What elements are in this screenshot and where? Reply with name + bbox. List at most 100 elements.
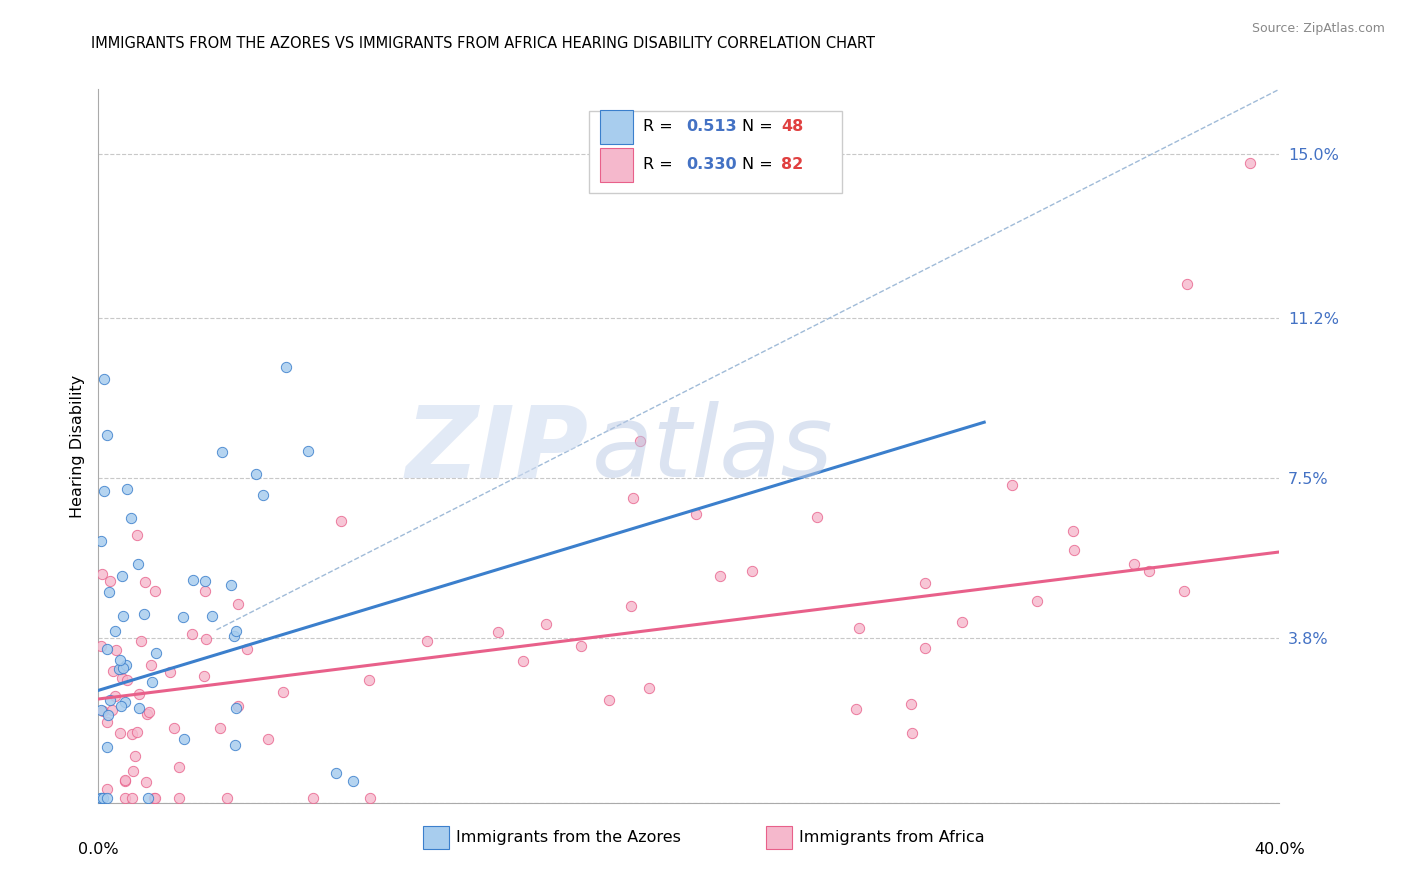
Point	[301, 791, 323, 805]
Point	[900, 698, 922, 712]
Point	[914, 641, 936, 656]
Text: R =: R =	[643, 157, 678, 172]
Text: 40.0%: 40.0%	[1254, 842, 1305, 856]
Point	[900, 726, 922, 740]
Point	[90, 639, 112, 653]
Point	[145, 584, 167, 599]
Point	[145, 791, 167, 805]
Point	[112, 661, 135, 675]
Text: N =: N =	[742, 120, 778, 135]
Text: 0.513: 0.513	[686, 120, 737, 135]
Point	[194, 574, 217, 588]
Point	[96, 791, 118, 805]
Text: Immigrants from the Azores: Immigrants from the Azores	[457, 830, 681, 846]
Point	[325, 765, 347, 780]
Point	[276, 359, 298, 374]
Point	[235, 641, 257, 656]
Point	[96, 428, 118, 442]
Point	[569, 639, 592, 653]
Point	[1025, 594, 1047, 608]
Point	[93, 791, 115, 805]
Point	[121, 791, 143, 805]
Point	[685, 508, 707, 522]
Point	[536, 616, 558, 631]
Text: 0.0%: 0.0%	[79, 842, 118, 856]
Point	[1063, 542, 1085, 557]
Point	[226, 698, 249, 713]
Point	[104, 624, 127, 639]
Point	[217, 791, 239, 805]
Point	[193, 669, 215, 683]
Point	[110, 661, 132, 675]
Point	[415, 633, 437, 648]
Point	[181, 574, 204, 588]
Point	[121, 764, 143, 779]
Point	[121, 727, 143, 741]
Point	[621, 491, 644, 505]
Point	[101, 703, 124, 717]
Point	[90, 703, 112, 717]
Text: Immigrants from Africa: Immigrants from Africa	[799, 830, 984, 846]
Point	[96, 714, 118, 729]
Point	[159, 665, 181, 680]
Point	[108, 726, 131, 740]
Point	[169, 791, 191, 805]
Point	[129, 633, 152, 648]
Point	[1001, 478, 1024, 492]
Point	[125, 527, 148, 541]
Point	[114, 773, 136, 788]
FancyBboxPatch shape	[600, 110, 634, 144]
Point	[245, 467, 267, 482]
Point	[208, 721, 231, 735]
Point	[741, 564, 763, 578]
Point	[252, 488, 274, 502]
Point	[96, 740, 118, 755]
Point	[114, 695, 136, 709]
Point	[132, 607, 155, 621]
Point	[134, 575, 156, 590]
Point	[114, 791, 136, 805]
FancyBboxPatch shape	[589, 111, 842, 193]
Point	[96, 781, 118, 796]
Point	[169, 759, 191, 773]
Point	[486, 625, 509, 640]
Point	[101, 664, 124, 678]
Point	[638, 681, 661, 695]
Point	[115, 673, 138, 688]
Point	[598, 692, 620, 706]
Point	[114, 774, 136, 789]
Point	[91, 704, 114, 718]
Point	[135, 774, 157, 789]
Point	[96, 642, 118, 657]
Point	[104, 689, 127, 703]
Point	[221, 578, 243, 592]
Point	[342, 774, 364, 789]
Point	[143, 791, 166, 805]
Text: N =: N =	[742, 157, 778, 172]
Point	[98, 585, 121, 599]
Point	[163, 721, 186, 735]
FancyBboxPatch shape	[423, 826, 449, 849]
Point	[225, 701, 247, 715]
Point	[1062, 524, 1084, 538]
Point	[211, 445, 233, 459]
Point	[93, 483, 115, 498]
Point	[172, 610, 194, 624]
Point	[108, 662, 131, 676]
Point	[1239, 155, 1261, 169]
Text: atlas: atlas	[592, 401, 834, 498]
Point	[93, 372, 115, 386]
Point	[222, 629, 245, 643]
Point	[628, 434, 651, 449]
Point	[297, 444, 319, 458]
Point	[114, 658, 136, 673]
Point	[138, 705, 160, 719]
Point	[271, 684, 294, 698]
Text: ZIP: ZIP	[405, 401, 589, 498]
FancyBboxPatch shape	[766, 826, 792, 849]
Point	[226, 598, 249, 612]
Point	[709, 569, 731, 583]
Text: 48: 48	[782, 120, 803, 135]
Point	[97, 708, 120, 723]
Point	[125, 725, 148, 739]
